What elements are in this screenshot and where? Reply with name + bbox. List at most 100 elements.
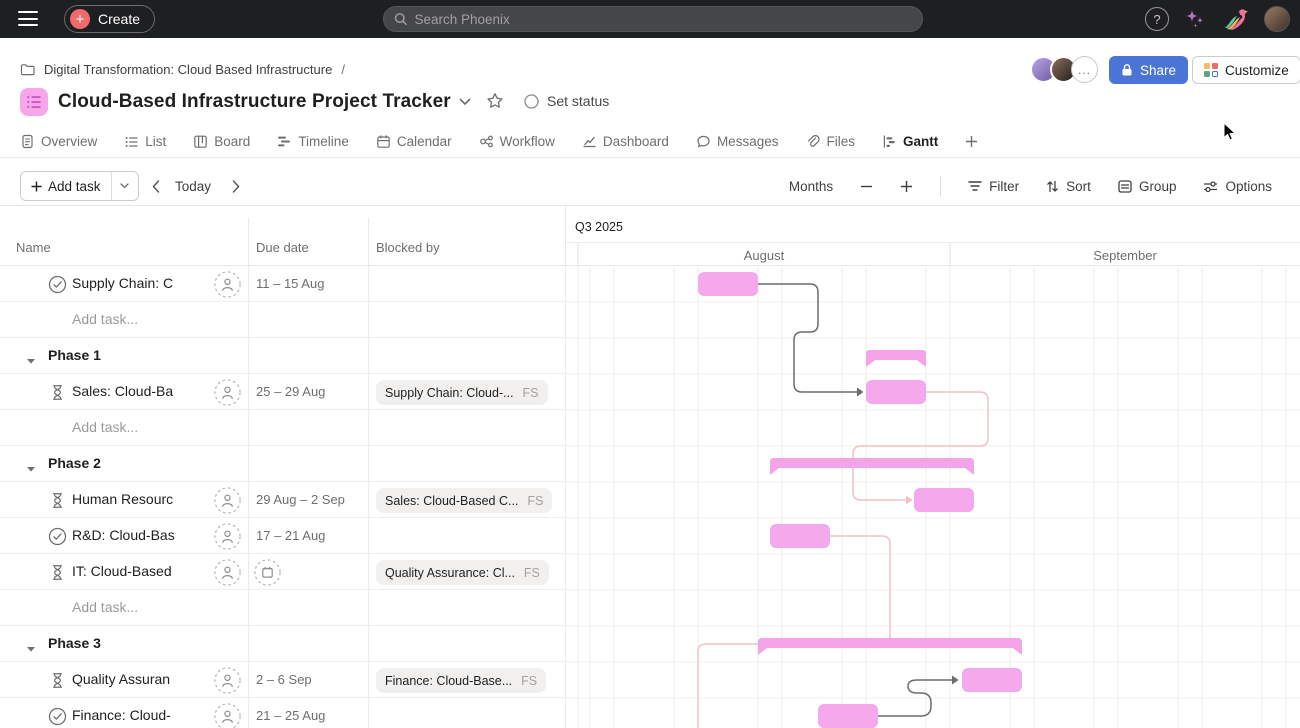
section-row[interactable]: Phase 1 — [0, 338, 565, 374]
hourglass-icon[interactable] — [48, 491, 67, 510]
assignee-avatar[interactable] — [214, 667, 241, 699]
customize-button[interactable]: Customize — [1192, 56, 1300, 84]
task-status-icon[interactable] — [48, 527, 67, 551]
phoenix-logo-icon[interactable] — [1221, 4, 1251, 34]
tab-timeline[interactable]: Timeline — [277, 126, 349, 156]
help-button[interactable]: ? — [1145, 7, 1169, 31]
task-status-icon[interactable] — [48, 491, 67, 515]
task-bar[interactable]: Finance — [818, 704, 878, 728]
add-task-inline-label[interactable]: Add task... — [72, 419, 139, 435]
phase-summary-bar[interactable] — [770, 458, 974, 475]
assignee-avatar-placeholder[interactable] — [214, 703, 241, 728]
hamburger-menu-icon[interactable] — [18, 11, 38, 27]
more-members-button[interactable]: ... — [1071, 56, 1098, 83]
add-task-button[interactable]: Add task — [20, 171, 139, 201]
project-icon[interactable] — [20, 88, 48, 116]
due-date-placeholder-icon[interactable] — [254, 559, 281, 586]
assignee-avatar[interactable] — [214, 271, 241, 303]
tab-dashboard[interactable]: Dashboard — [582, 126, 669, 156]
task-bar[interactable]: Supply Chain — [698, 272, 758, 296]
hourglass-icon[interactable] — [48, 671, 67, 690]
add-task-dropdown[interactable] — [112, 172, 138, 200]
add-task-row[interactable]: Add task... — [0, 302, 565, 338]
add-task-inline-label[interactable]: Add task... — [72, 311, 139, 327]
assignee-avatar[interactable] — [214, 487, 241, 519]
task-name[interactable]: Quality Assuran — [72, 671, 171, 687]
star-icon[interactable] — [486, 92, 504, 110]
assignee-avatar-placeholder[interactable] — [214, 487, 241, 514]
breadcrumb-text[interactable]: Digital Transformation: Cloud Based Infr… — [44, 62, 333, 77]
search-input[interactable] — [414, 11, 912, 27]
prev-period-button[interactable] — [144, 171, 168, 201]
assignee-avatar-placeholder[interactable] — [214, 271, 241, 298]
set-status-button[interactable]: Set status — [524, 93, 609, 109]
due-date[interactable]: 2 – 6 Sep — [256, 672, 312, 687]
assignee-avatar-placeholder[interactable] — [214, 667, 241, 694]
task-row[interactable]: Human Resourc 29 Aug – 2 Sep Sales: Cloud… — [0, 482, 565, 518]
task-row[interactable]: Finance: Cloud- 21 – 25 Aug — [0, 698, 565, 728]
blocked-by-chip[interactable]: Finance: Cloud-Base... FS — [376, 668, 547, 693]
section-collapse-caret-icon[interactable] — [26, 646, 36, 653]
zoom-level-select[interactable]: Months — [789, 179, 833, 194]
column-header-due-date[interactable]: Due date — [256, 240, 309, 255]
column-header-name[interactable]: Name — [16, 240, 51, 255]
add-tab-button[interactable] — [965, 126, 978, 156]
column-header-blocked-by[interactable]: Blocked by — [376, 240, 440, 255]
tab-list[interactable]: List — [124, 126, 166, 156]
options-button[interactable]: Options — [1203, 179, 1272, 194]
task-status-icon[interactable] — [48, 563, 67, 587]
hourglass-icon[interactable] — [48, 383, 67, 402]
hourglass-icon[interactable] — [48, 563, 67, 582]
check-circle-icon[interactable] — [48, 527, 67, 546]
assignee-avatar[interactable] — [214, 379, 241, 411]
assignee-avatar-placeholder[interactable] — [214, 379, 241, 406]
zoom-out-button[interactable] — [860, 180, 873, 193]
due-date[interactable]: 11 – 15 Aug — [256, 276, 325, 291]
chevron-down-icon[interactable] — [459, 98, 471, 106]
sort-button[interactable]: Sort — [1046, 179, 1091, 194]
task-bar[interactable]: R&D — [770, 524, 830, 548]
section-name[interactable]: Phase 3 — [48, 635, 101, 651]
ai-sparkles-icon[interactable] — [1182, 6, 1208, 32]
due-date[interactable]: 21 – 25 Aug — [256, 708, 326, 723]
tab-calendar[interactable]: Calendar — [376, 126, 452, 156]
check-circle-icon[interactable] — [48, 707, 67, 726]
add-task-row[interactable]: Add task... — [0, 410, 565, 446]
task-bar[interactable]: Sales — [866, 380, 926, 404]
create-button[interactable]: + Create — [64, 5, 156, 33]
due-date[interactable]: 25 – 29 Aug — [256, 384, 326, 399]
task-status-icon[interactable] — [48, 275, 67, 299]
task-name[interactable]: R&D: Cloud-Bas — [72, 527, 175, 543]
task-name[interactable]: Finance: Cloud- — [72, 707, 171, 723]
phase-summary-bar[interactable] — [758, 638, 1022, 655]
task-name[interactable]: IT: Cloud-Based — [72, 563, 172, 579]
zoom-in-button[interactable] — [900, 180, 913, 193]
section-row[interactable]: Phase 3 — [0, 626, 565, 662]
due-date[interactable]: 17 – 21 Aug — [256, 528, 326, 543]
check-circle-icon[interactable] — [48, 275, 67, 294]
section-collapse-caret-icon[interactable] — [26, 358, 36, 365]
tab-workflow[interactable]: Workflow — [479, 126, 555, 156]
next-period-button[interactable] — [224, 171, 248, 201]
task-name[interactable]: Supply Chain: C — [72, 275, 174, 291]
user-avatar[interactable] — [1264, 6, 1290, 32]
task-status-icon[interactable] — [48, 383, 67, 407]
page-title[interactable]: Cloud-Based Infrastructure Project Track… — [58, 91, 451, 112]
today-button[interactable]: Today — [172, 171, 214, 201]
task-row[interactable]: Supply Chain: C 11 – 15 Aug — [0, 266, 565, 302]
group-button[interactable]: Group — [1118, 179, 1176, 194]
task-status-icon[interactable] — [48, 707, 67, 728]
gantt-chart[interactable]: Supply Chain Sales Human Resources R&D Quali… — [565, 206, 1300, 728]
task-bar[interactable]: Human Resources — [914, 488, 974, 512]
assignee-avatar[interactable] — [214, 559, 241, 591]
task-row[interactable]: Sales: Cloud-Ba 25 – 29 Aug Supply Chain:… — [0, 374, 565, 410]
task-bar[interactable]: Quality Assurance — [962, 668, 1022, 692]
set-due-date-button[interactable] — [254, 559, 281, 591]
assignee-avatar-placeholder[interactable] — [214, 523, 241, 550]
add-task-inline-label[interactable]: Add task... — [72, 599, 139, 615]
filter-button[interactable]: Filter — [968, 179, 1019, 194]
blocked-by-chip[interactable]: Quality Assurance: Cl... FS — [376, 560, 549, 585]
blocked-by-chip[interactable]: Sales: Cloud-Based C... FS — [376, 488, 553, 513]
task-name[interactable]: Sales: Cloud-Ba — [72, 383, 174, 399]
assignee-avatar-placeholder[interactable] — [214, 559, 241, 586]
